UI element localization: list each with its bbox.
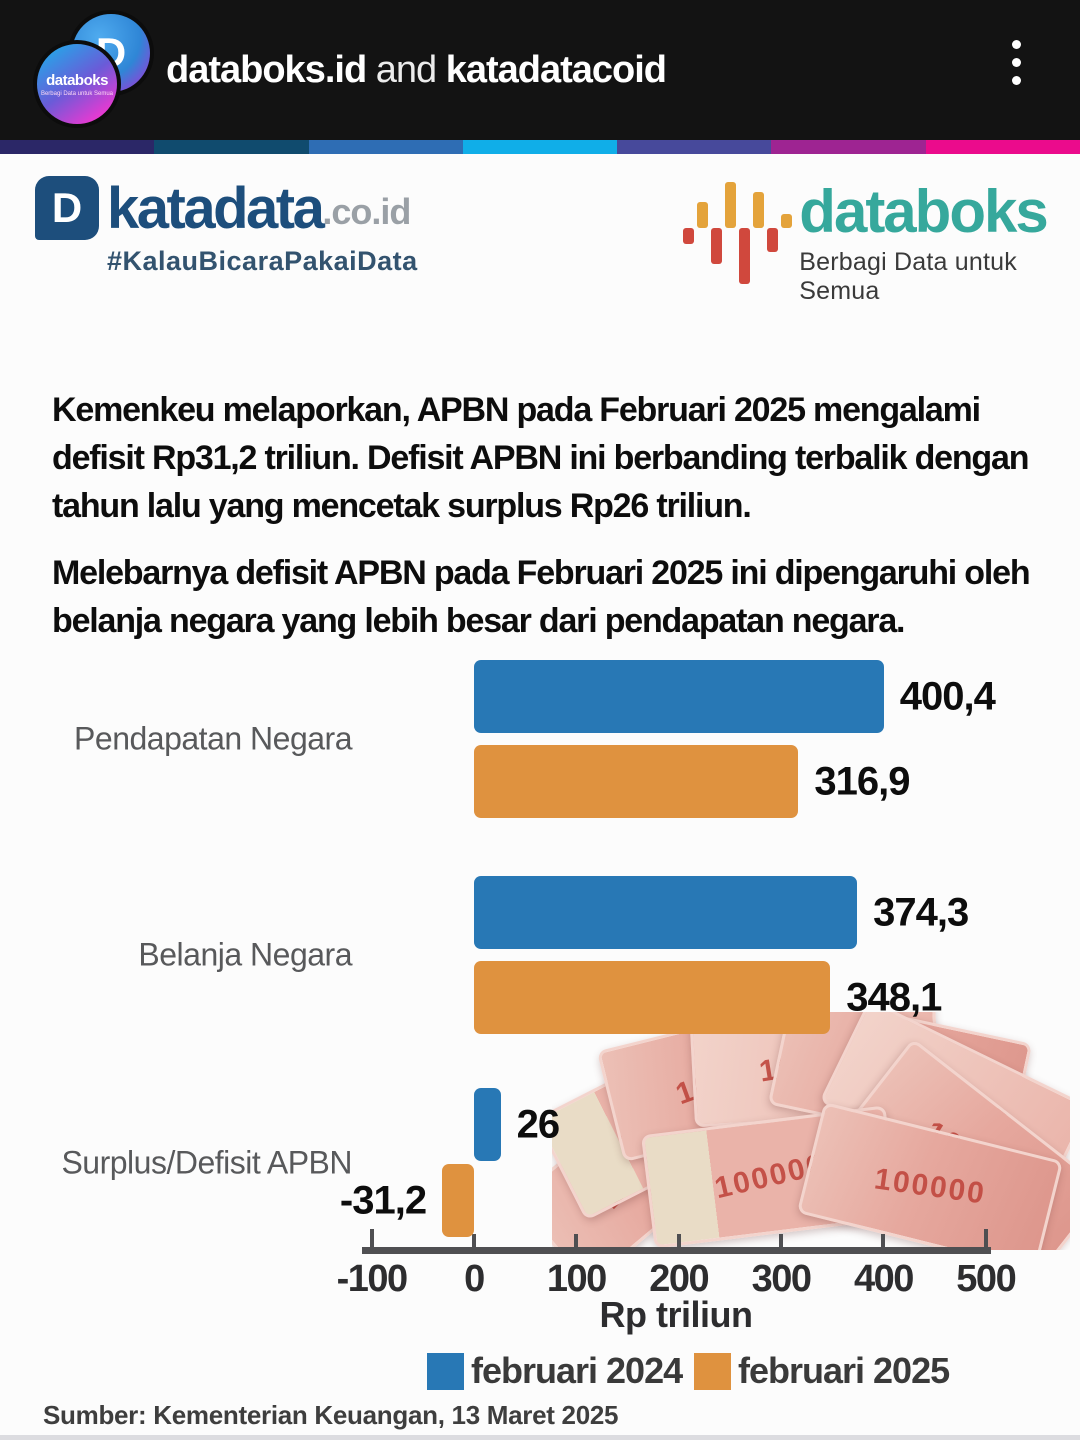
avatar[interactable]: D databoks Berbagi Data untuk Semua [0,0,160,140]
post-author-title[interactable]: databoks.id and katadatacoid [166,0,667,140]
databoks-wordmark: databoks [799,178,1048,245]
dot [1012,40,1021,49]
axis-tick-label: 200 [649,1258,709,1300]
databoks-avatar-tagline: Berbagi Data untuk Semua [40,90,114,97]
chart-bar-februari-2025 [474,961,831,1034]
stripe-segment [154,140,309,154]
stripe-segment [925,140,1080,154]
stripe-segment [308,140,463,154]
axis-tick [574,1234,579,1251]
chart-bar-februari-2025 [442,1164,474,1237]
axis-tick-label: 400 [853,1258,914,1300]
katadata-tagline: #KalauBicaraPakaiData [107,246,418,276]
katadata-logo: D katadata .co.id #KalauBicaraPakaiData [35,176,418,277]
value-label: 316,9 [814,759,910,803]
stripe-segment [0,140,155,154]
axis-tick [676,1234,681,1251]
category-label: Belanja Negara [138,936,352,973]
axis-tick-label: 0 [464,1258,485,1300]
legend-label: februari 2024 [471,1350,683,1391]
legend-entry-feb-2024: februari 2024 [427,1350,683,1392]
value-label: 348,1 [846,975,942,1019]
chart-bar-februari-2024 [474,876,858,949]
value-label: -31,2 [339,1178,427,1222]
databoks-avatar: databoks Berbagi Data untuk Semua [33,40,121,128]
legend-swatch-orange [694,1352,731,1390]
databoks-tagline: Berbagi Data untuk Semua [799,248,1017,305]
katadata-d-icon: D [35,176,99,240]
value-label: 400,4 [899,674,996,718]
author-databoks[interactable]: databoks.id [166,48,367,91]
chart-bar-februari-2024 [474,660,884,733]
bottom-divider [0,1435,1080,1440]
katadata-icon-letter: D [51,184,83,231]
axis-tick [983,1229,988,1251]
value-label: 374,3 [873,890,969,934]
author-connector: and [366,48,446,91]
databoks-bars-icon [683,180,795,284]
legend-entry-feb-2025: februari 2025 [694,1350,950,1392]
axis-tick [369,1229,374,1251]
stripe-segment [617,140,772,154]
intro-paragraph-2: Melebarnya defisit APBN pada Februari 20… [52,554,1031,640]
axis-tick-label: 500 [956,1258,1016,1300]
axis-tick-label: 300 [751,1258,812,1300]
databoks-logo: databoks Berbagi Data untuk Semua [683,180,1080,306]
katadata-tld: .co.id [322,191,411,232]
intro-paragraph-1: Kemenkeu melaporkan, APBN pada Februari … [52,391,1029,525]
databoks-avatar-name: databoks [46,71,108,89]
axis-tick [881,1234,886,1251]
stripe-segment [771,140,926,154]
post-header: D databoks Berbagi Data untuk Semua data… [0,0,1080,140]
dot [1012,76,1021,85]
source-caption: Sumber: Kementerian Keuangan, 13 Maret 2… [43,1400,619,1430]
value-label: 26 [516,1102,560,1146]
rupiah-banknotes-image: 100000 100000 100000 100000 100000 10000… [552,1012,1070,1250]
author-katadata[interactable]: katadatacoid [445,48,667,91]
axis-tick-label: 100 [546,1258,607,1300]
axis-tick-label: -100 [336,1258,409,1300]
banknote-denomination: 100000 [872,1162,988,1211]
brand-color-stripe [0,140,1080,154]
axis-tick [472,1234,476,1251]
legend-swatch-blue [427,1352,464,1390]
axis-tick [779,1234,784,1251]
stripe-segment [462,140,618,154]
more-options-icon[interactable] [1012,40,1021,85]
katadata-wordmark: katadata [107,176,325,241]
chart-bar-februari-2025 [474,745,799,818]
x-axis-label: Rp triliun [599,1294,753,1335]
category-label: Pendapatan Negara [74,720,352,757]
category-label: Surplus/Defisit APBN [61,1144,352,1180]
x-axis [362,1247,991,1254]
chart-bar-februari-2024 [474,1088,501,1161]
legend-label: februari 2025 [738,1350,950,1391]
dot [1012,58,1021,67]
